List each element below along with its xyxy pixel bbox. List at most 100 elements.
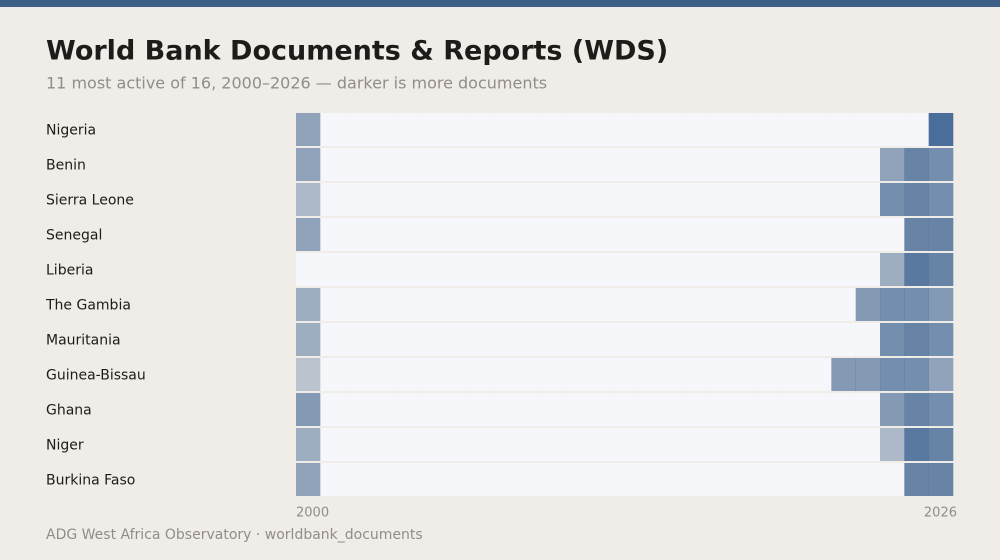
heat-cell — [563, 463, 589, 496]
heat-cell — [417, 288, 443, 321]
heat-cell — [490, 323, 516, 356]
heat-cell — [296, 288, 321, 321]
row-label: Liberia — [46, 263, 93, 279]
heat-cell — [709, 463, 735, 496]
heat-cell — [296, 253, 321, 286]
heat-cell — [296, 428, 321, 461]
heat-cell — [880, 253, 905, 286]
heat-cell — [393, 428, 418, 461]
row-label: The Gambia — [45, 298, 131, 314]
heat-cell — [758, 288, 783, 321]
heat-cell — [539, 288, 564, 321]
heat-cell — [831, 463, 856, 496]
heat-cell — [320, 288, 345, 321]
heat-cell — [758, 323, 783, 356]
heat-cell — [685, 218, 710, 251]
heat-cell — [296, 183, 321, 216]
heat-cell — [320, 358, 345, 391]
heat-cell — [855, 113, 881, 146]
heat-cell — [393, 463, 418, 496]
heat-cell — [855, 253, 881, 286]
heat-cell — [928, 218, 954, 251]
heat-cell — [612, 253, 637, 286]
heat-cell — [831, 253, 856, 286]
heat-cell — [807, 393, 832, 426]
heat-cell — [612, 358, 637, 391]
heat-cell — [588, 463, 613, 496]
heat-cell — [612, 218, 637, 251]
heat-cell — [344, 148, 370, 181]
heat-cell — [539, 428, 564, 461]
heat-cell — [928, 148, 954, 181]
row-label: Senegal — [46, 228, 102, 244]
heat-cell — [563, 183, 589, 216]
heat-cell — [709, 113, 735, 146]
heat-cell — [928, 463, 954, 496]
heat-cell — [636, 323, 662, 356]
heat-cell — [515, 393, 540, 426]
heat-cell — [855, 288, 881, 321]
heat-cell — [369, 463, 394, 496]
heat-cell — [393, 218, 418, 251]
heat-cell — [369, 183, 394, 216]
heat-cell — [490, 393, 516, 426]
heat-cell — [466, 148, 491, 181]
heat-cell — [344, 463, 370, 496]
heat-cell — [734, 428, 759, 461]
heat-cell — [661, 113, 686, 146]
x-tick-label: 2026 — [924, 506, 957, 521]
heat-cell — [563, 323, 589, 356]
heat-cell — [344, 288, 370, 321]
heat-cell — [661, 463, 686, 496]
heat-cell — [442, 428, 467, 461]
heat-cell — [442, 183, 467, 216]
heat-cell — [344, 393, 370, 426]
heat-cell — [369, 323, 394, 356]
heat-cell — [369, 113, 394, 146]
heat-cell — [709, 358, 735, 391]
heat-cell — [417, 113, 443, 146]
heat-cell — [758, 428, 783, 461]
heat-cell — [636, 183, 662, 216]
heat-cell — [515, 323, 540, 356]
heat-cell — [661, 253, 686, 286]
heat-cell — [928, 288, 954, 321]
heat-cell — [588, 253, 613, 286]
heat-cell — [782, 428, 808, 461]
heat-cell — [661, 393, 686, 426]
heat-cell — [685, 183, 710, 216]
heat-cell — [855, 323, 881, 356]
heat-cell — [515, 218, 540, 251]
heat-cell — [466, 253, 491, 286]
heat-cell — [734, 358, 759, 391]
heat-cell — [588, 358, 613, 391]
heat-cell — [369, 218, 394, 251]
heat-cell — [563, 358, 589, 391]
heat-cell — [417, 183, 443, 216]
heat-cell — [831, 428, 856, 461]
heat-cell — [320, 113, 345, 146]
heat-cell — [636, 428, 662, 461]
heat-cell — [636, 113, 662, 146]
heat-cell — [758, 253, 783, 286]
heat-cell — [320, 253, 345, 286]
heat-cell — [880, 148, 905, 181]
heat-cell — [490, 253, 516, 286]
heat-cell — [539, 393, 564, 426]
heat-cell — [490, 183, 516, 216]
heat-cell — [807, 288, 832, 321]
heat-cell — [393, 393, 418, 426]
heat-cell — [320, 148, 345, 181]
heat-cell — [442, 463, 467, 496]
heat-cell — [709, 183, 735, 216]
heat-cell — [417, 323, 443, 356]
heat-cell — [636, 288, 662, 321]
heat-cell — [685, 358, 710, 391]
heat-cell — [612, 148, 637, 181]
heat-cell — [417, 358, 443, 391]
heat-cell — [685, 113, 710, 146]
heat-cell — [661, 323, 686, 356]
heat-cell — [636, 253, 662, 286]
heat-cell — [515, 288, 540, 321]
